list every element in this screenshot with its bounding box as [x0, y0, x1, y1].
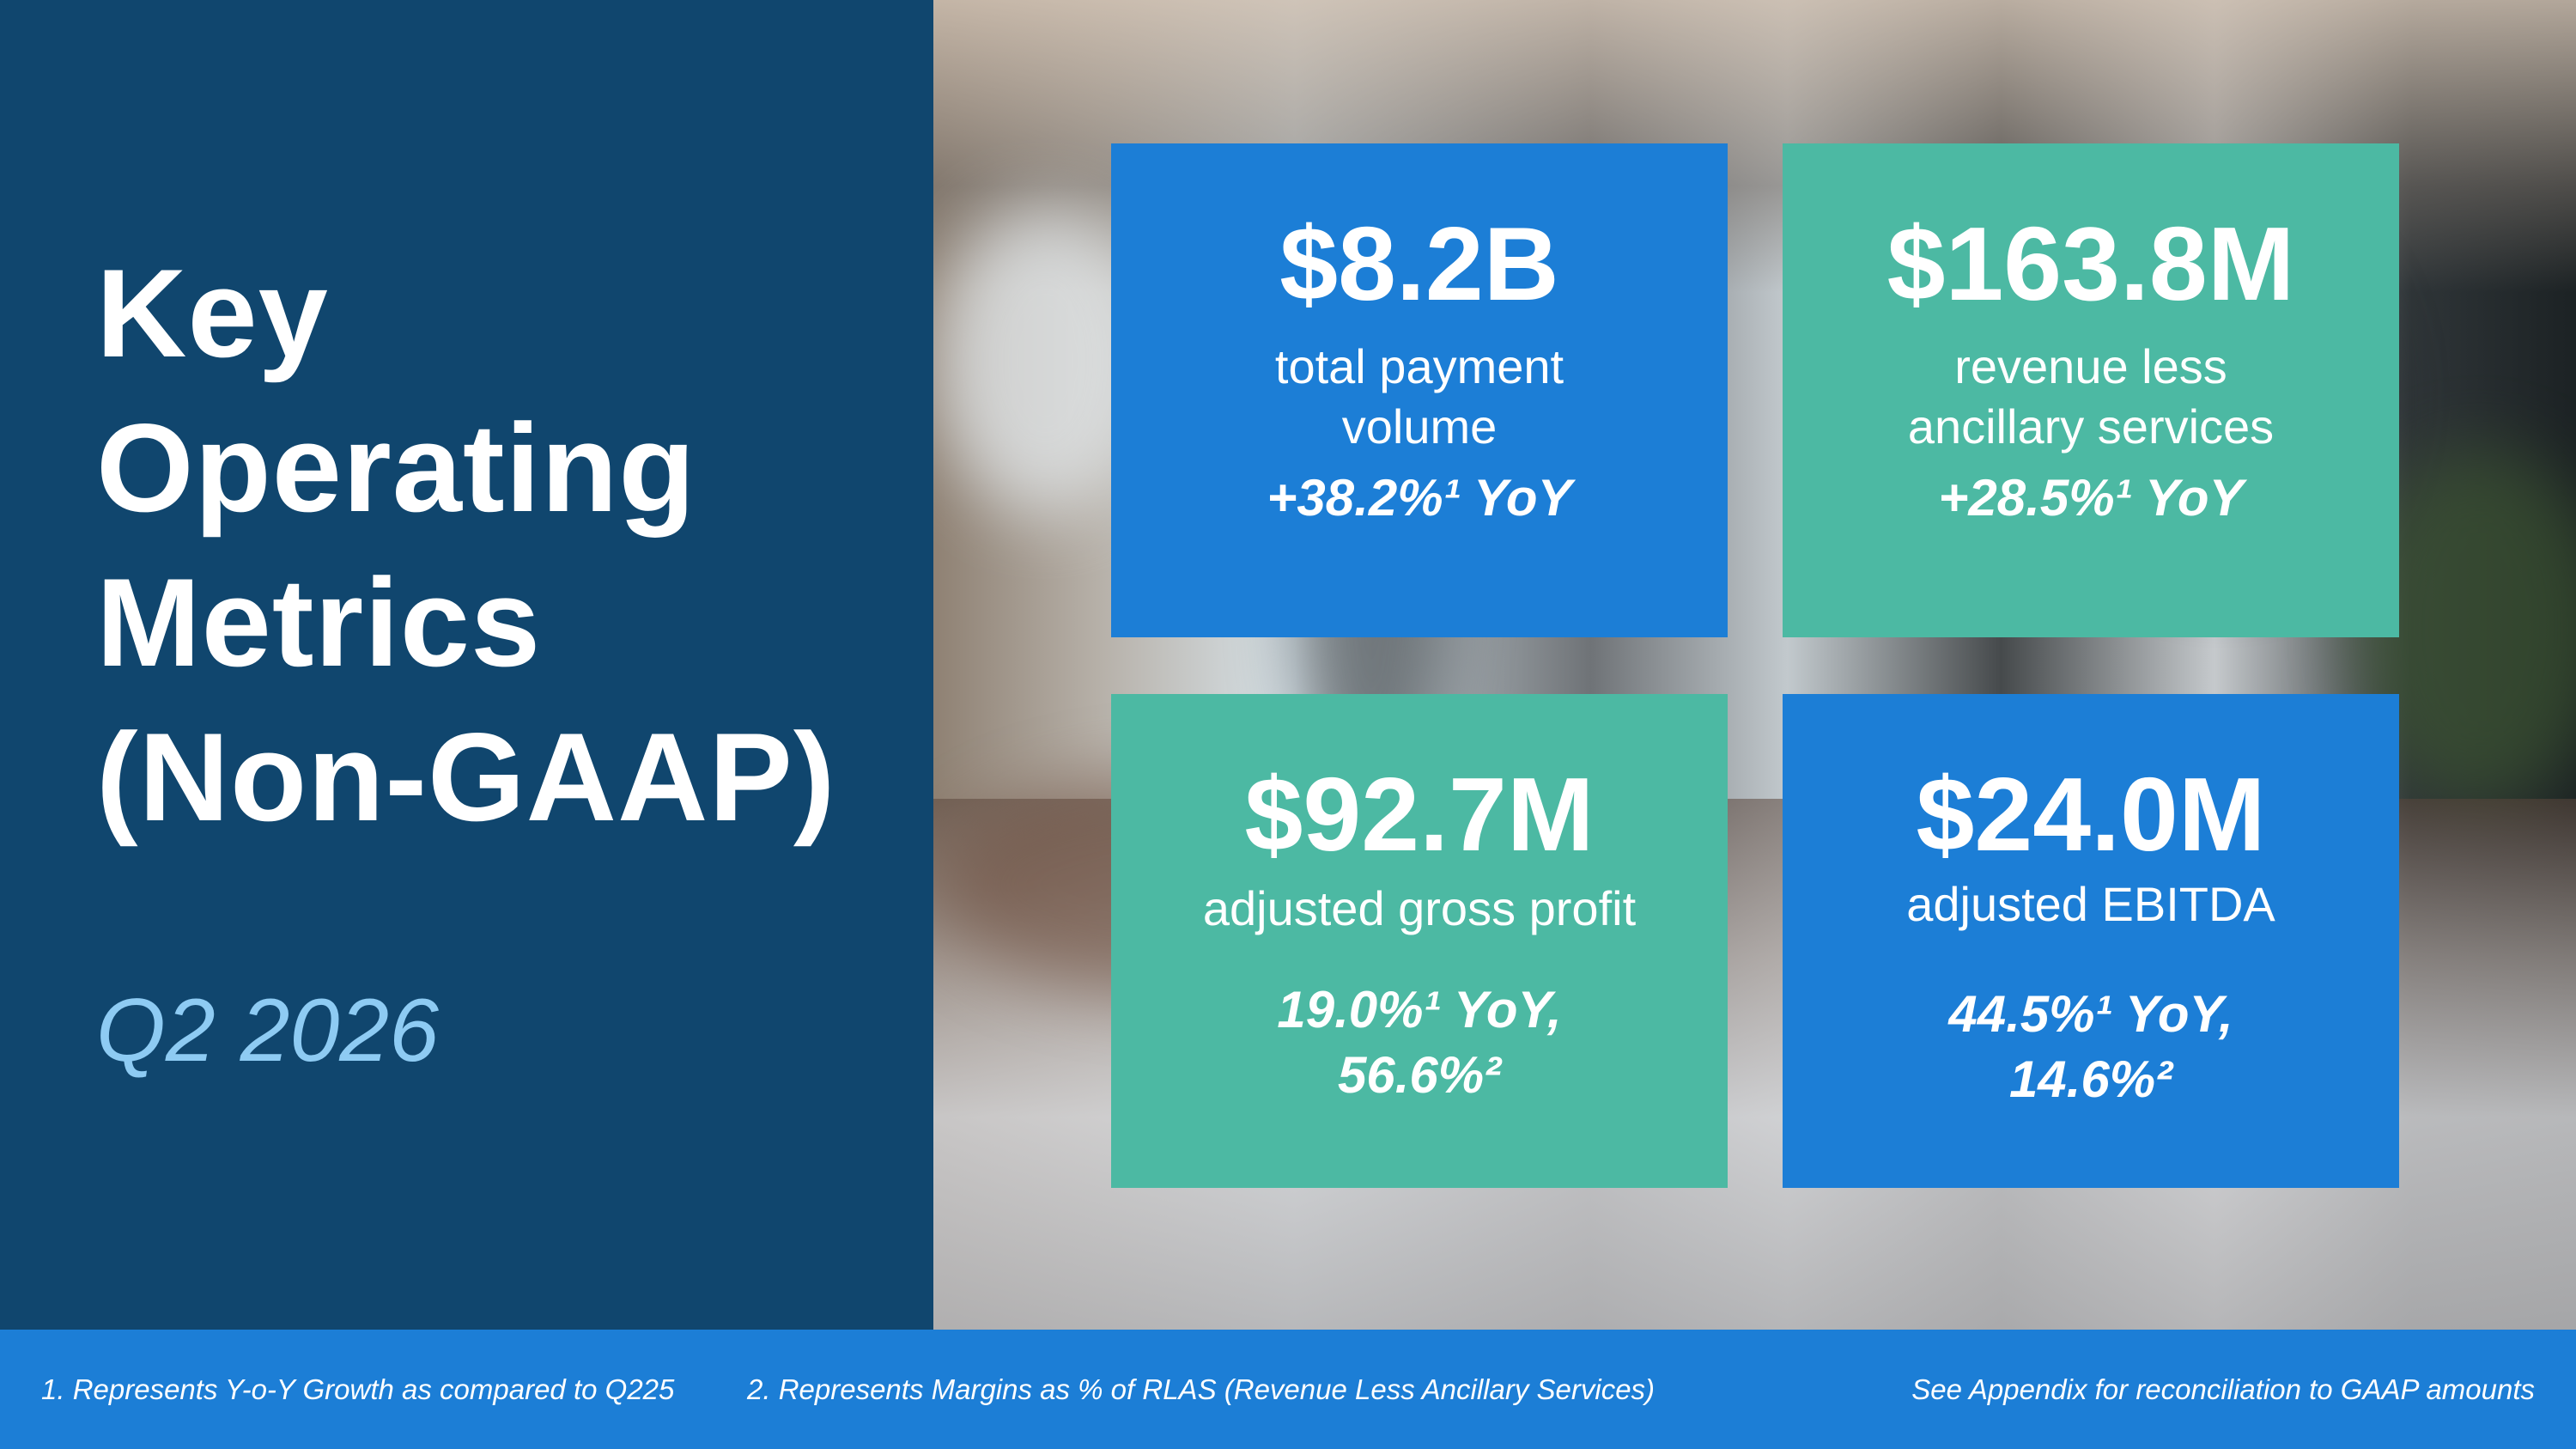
metric-label-line: adjusted EBITDA [1906, 877, 2275, 931]
metric-card-adjusted-gross-profit: $92.7M adjusted gross profit 19.0%¹ YoY,… [1111, 694, 1728, 1188]
title-line: Operating [96, 398, 696, 538]
metric-label-line: volume [1341, 399, 1498, 454]
metric-growth-line: 14.6%² [2008, 1050, 2173, 1108]
metric-growth-line: 56.6%² [1337, 1046, 1502, 1104]
title-panel: Key Operating Metrics (Non-GAAP) Q2 2026 [0, 0, 933, 1330]
page-title: Key Operating Metrics (Non-GAAP) [96, 236, 835, 855]
metric-growth: 44.5%¹ YoY, 14.6%² [1800, 982, 2382, 1112]
metric-value: $92.7M [1244, 756, 1595, 873]
metric-label: revenue less ancillary services [1800, 337, 2382, 457]
metric-card-revenue-less-ancillary: $163.8M revenue less ancillary services [1783, 143, 2399, 637]
title-line: Key [96, 243, 329, 383]
metric-label-line: adjusted gross profit [1202, 881, 1637, 935]
metric-label: adjusted EBITDA [1800, 874, 2382, 935]
metric-label-line: total payment [1274, 339, 1564, 393]
metric-growth: 19.0%¹ YoY, 56.6%² [1128, 977, 1710, 1108]
metric-value: $24.0M [1916, 756, 2266, 873]
metric-value: $163.8M [1886, 205, 2295, 322]
metric-label: total payment volume [1128, 337, 1710, 457]
metric-card-total-payment-volume: $8.2B total payment volume [1111, 143, 1728, 637]
footnote-1: 1. Represents Y-o-Y Growth as compared t… [41, 1373, 675, 1405]
metric-label: adjusted gross profit [1128, 879, 1710, 939]
metric-card-adjusted-ebitda: $24.0M adjusted EBITDA 44.5%¹ YoY, 14.6%… [1783, 694, 2399, 1188]
metric-label-line: ancillary services [1907, 399, 2275, 454]
footnote-2: 2. Represents Margins as % of RLAS (Reve… [747, 1373, 1656, 1405]
metric-label-line: revenue less [1954, 339, 2227, 393]
footnote-bar: 1. Represents Y-o-Y Growth as compared t… [0, 1330, 2576, 1449]
metric-value: $8.2B [1279, 205, 1559, 322]
appendix-note: See Appendix for reconciliation to GAAP … [1911, 1373, 2535, 1405]
title-line: (Non-GAAP) [96, 707, 836, 847]
metric-growth-line: 19.0%¹ YoY, [1277, 981, 1562, 1038]
metric-growth-line: 44.5%¹ YoY, [1948, 985, 2233, 1043]
title-line: Metrics [96, 552, 542, 692]
period-label: Q2 2026 [96, 981, 439, 1081]
